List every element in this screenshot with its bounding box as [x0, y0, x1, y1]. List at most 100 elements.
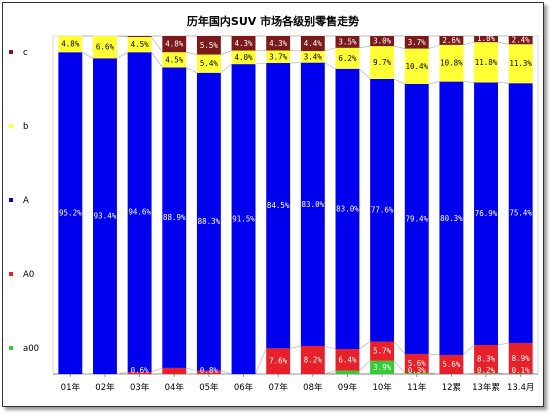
bar-segment-c: [508, 36, 533, 45]
legend-label-A: A: [23, 196, 29, 206]
series-connector-line: [497, 342, 509, 346]
bar-segment-b: [127, 37, 152, 53]
series-connector-line: [359, 360, 371, 371]
data-label: 0.3%: [408, 366, 427, 375]
bar-segment-b: [231, 50, 256, 65]
series-connector-line: [290, 50, 301, 52]
data-label: 91.5%: [232, 215, 255, 224]
data-label: 80.3%: [440, 214, 463, 223]
bar-segment-b: [404, 48, 429, 84]
series-connector-line: [393, 360, 406, 374]
bar-segment-b: [196, 54, 221, 73]
legend-label-A0: A0: [23, 270, 34, 280]
bar-segment-a00: [335, 370, 360, 374]
data-label: 6.2%: [338, 54, 357, 63]
data-label: 4.3%: [269, 39, 288, 48]
series-connector-line: [82, 51, 94, 59]
series-connector-line: [220, 50, 232, 55]
bar-segment-b: [93, 36, 117, 59]
bar-segment-A: [474, 82, 498, 345]
x-tick-label: 06年: [234, 382, 254, 393]
data-label: 4.3%: [235, 39, 254, 48]
series-connector-line: [116, 51, 128, 59]
bar-segment-A: [370, 78, 395, 342]
series-connector-line: [324, 345, 336, 350]
series-connector-line: [151, 36, 163, 53]
data-label: 93.4%: [94, 212, 117, 221]
data-label: 0.6%: [131, 366, 150, 375]
data-label: 79.4%: [405, 214, 428, 223]
bar-segment-A: [335, 68, 360, 350]
bar-segment-A: [266, 63, 291, 349]
x-tick-label: 03年: [130, 382, 150, 393]
bar-segment-A: [162, 67, 187, 368]
bar-segment-A0: [127, 371, 152, 374]
series-connector-line: [359, 68, 371, 80]
legend-swatch-A: [9, 198, 13, 202]
chart-frame: 历年国内SUV 市场各级别零售走势 95.2% 4.8% 93.4% 6.6% 0.6%…: [2, 2, 544, 407]
data-label: 1.8%: [477, 34, 496, 43]
series-connector-line: [428, 353, 440, 356]
bar-segment-b: [474, 42, 498, 83]
bar-segment-c: [127, 36, 152, 38]
bar-segment-A: [196, 72, 221, 371]
series-connector-line: [290, 345, 301, 349]
x-tick-label: 09年: [338, 382, 358, 393]
series-connector-line: [220, 370, 232, 375]
bar-segment-b: [162, 52, 187, 68]
data-label: 8.9%: [512, 354, 531, 363]
data-label: 0.1%: [512, 366, 531, 375]
data-label: 4.5%: [131, 40, 150, 49]
data-label: 4.5%: [165, 55, 184, 64]
series-connector-line: [324, 47, 336, 52]
series-connector-line: [186, 51, 198, 55]
series-connector-line: [324, 370, 336, 375]
data-label: 5.5%: [200, 41, 219, 50]
data-label: 3.5%: [338, 37, 357, 46]
bar-segment-A0: [300, 346, 325, 374]
bar-segment-A: [300, 62, 325, 347]
series-connector-line: [393, 341, 406, 355]
data-label: 3.7%: [269, 52, 288, 61]
bar-segment-A0: [266, 348, 291, 374]
data-label: 3.7%: [408, 38, 427, 47]
legend-label-b: b: [23, 122, 28, 132]
bar-segment-A: [508, 83, 533, 343]
data-label: 5.4%: [200, 59, 219, 68]
bar-segment-c: [162, 36, 187, 53]
bar-segment-A0: [196, 370, 221, 374]
data-label: 94.6%: [128, 208, 151, 217]
bar-segment-c: [300, 36, 325, 52]
series-connector-line: [463, 81, 475, 83]
bar-segment-c: [335, 36, 360, 48]
data-label: 6.4%: [338, 355, 357, 364]
data-label: 0.8%: [200, 366, 219, 375]
data-label: 2.4%: [512, 36, 531, 45]
bar-segment-A: [439, 81, 464, 355]
data-label: 77.6%: [371, 206, 394, 215]
stacked-bar-chart: 历年国内SUV 市场各级别零售走势 95.2% 4.8% 93.4% 6.6% 0.6%…: [9, 14, 539, 393]
series-connector-line: [428, 372, 440, 375]
legend-swatch-b: [9, 124, 13, 128]
data-label: 8.2%: [304, 356, 323, 365]
data-label: 11.8%: [475, 58, 498, 67]
series-connector-line: [359, 341, 371, 350]
series-connector-line: [255, 348, 267, 375]
series-connector-line: [324, 62, 336, 70]
x-tick-label: 07年: [269, 382, 289, 393]
series-connector-line: [186, 67, 198, 74]
bar-segment-c: [370, 36, 395, 47]
data-label: 4.8%: [165, 40, 184, 49]
bar-segment-c: [404, 36, 429, 49]
bar-segment-A0: [439, 354, 464, 374]
data-label: 3.0%: [373, 37, 392, 46]
bar-segment-A0: [370, 341, 395, 361]
data-label: 5.6%: [442, 360, 461, 369]
series-connector-line: [255, 62, 267, 65]
x-tick-label: 12累: [442, 383, 461, 393]
series-connector-line: [186, 367, 198, 371]
series-connector-line: [463, 344, 475, 356]
bar-segment-A: [93, 58, 117, 375]
bar-segment-b: [58, 36, 83, 53]
data-label: 83.0%: [336, 204, 359, 213]
